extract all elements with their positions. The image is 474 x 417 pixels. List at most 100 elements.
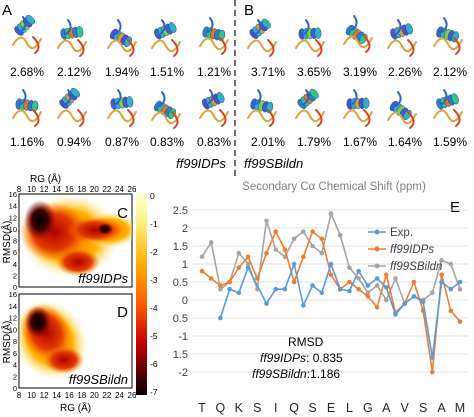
coil-segment [151, 39, 181, 53]
coil-segment [433, 109, 463, 123]
structure-1-9 [387, 19, 417, 57]
rmsd-tick: 12 [9, 314, 17, 323]
x-tick-label: A [437, 401, 446, 415]
helix-segment [436, 93, 459, 110]
structure-2-3 [107, 89, 137, 127]
helix-segment [298, 27, 322, 40]
data-point [365, 294, 371, 299]
structure-1-8 [343, 15, 373, 53]
panel-letter-a: A [2, 2, 13, 19]
data-point [319, 236, 325, 242]
structure-2-6 [247, 89, 277, 127]
data-point [273, 286, 279, 292]
structure-1-7 [295, 19, 325, 57]
colorbar-tick: -5 [150, 331, 158, 341]
percent-row2-2: 0.94% [56, 135, 92, 149]
data-point [393, 312, 398, 317]
rg-tick-top: 22 [102, 185, 111, 194]
chart-series [199, 211, 463, 375]
y-tick-label: 1 [182, 259, 188, 271]
structure-2-4 [151, 91, 181, 129]
structure-1-6 [247, 18, 277, 57]
coil-segment [267, 109, 275, 127]
data-point [383, 285, 389, 290]
rmsd-tick: 8 [13, 237, 17, 246]
panel-letter-d: D [117, 304, 128, 321]
coil-segment [407, 39, 415, 57]
rmsd-tick: 12 [9, 213, 17, 222]
data-point [393, 276, 398, 281]
structure-1-3 [107, 19, 137, 57]
chart-title: Secondary Cα Chemical Shift (ppm) [242, 181, 426, 193]
coil-segment [20, 89, 27, 105]
y-tick-label: 1.5 [173, 241, 188, 253]
data-point [383, 297, 389, 303]
data-point [273, 229, 279, 234]
legend-marker [374, 246, 380, 252]
data-point [319, 290, 325, 296]
coil-segment [171, 111, 179, 129]
coil-segment [207, 17, 214, 33]
coil-segment [303, 19, 310, 35]
legend-item-1: Exp. [368, 227, 413, 239]
coil-segment [395, 91, 402, 107]
label-ff99sbildn: ff99SBildn [244, 156, 304, 171]
data-point [374, 304, 380, 310]
data-point [291, 279, 297, 285]
data-point [448, 308, 454, 314]
x-tick-label: V [401, 401, 410, 415]
data-point [411, 294, 417, 299]
data-point [291, 236, 297, 242]
structure-2-7 [295, 88, 325, 127]
rmsd-annotation-line1: ff99IDPs: 0.835 [260, 351, 343, 365]
data-point [301, 254, 306, 260]
coil-segment [351, 89, 358, 105]
data-point [301, 229, 306, 234]
rg-axis-title-bottom: RG (Å) [60, 401, 91, 414]
coil-segment [255, 19, 262, 35]
coil-segment [12, 36, 42, 50]
data-point [356, 268, 361, 274]
helix-segment [109, 28, 133, 48]
rg-tick-top: 8 [17, 185, 22, 194]
data-point [430, 369, 435, 375]
data-point [199, 268, 205, 274]
rmsd-line1-value: : 0.835 [306, 351, 343, 365]
coil-segment [363, 35, 371, 53]
rg-tick-bottom: 8 [17, 391, 22, 400]
data-point [264, 250, 269, 256]
coil-segment [107, 39, 137, 53]
coil-segment [295, 39, 325, 53]
data-point [448, 286, 454, 292]
coil-segment [441, 89, 448, 105]
data-point [374, 276, 380, 281]
coil-segment [115, 19, 122, 35]
rmsd-line2-label: ff99SBildn [252, 367, 307, 381]
map-c-label: ff99IDPs [78, 271, 128, 286]
x-tick-label: Q [289, 401, 299, 415]
panel-letter-e: E [450, 199, 460, 216]
helix-segment [436, 26, 459, 43]
coil-segment [199, 37, 229, 51]
rmsd-tick: 6 [13, 349, 17, 358]
rg-tick-top: 10 [27, 185, 36, 194]
map-d-heat [19, 299, 88, 381]
colorbar-tick: 0 [150, 191, 155, 201]
legend-label: ff99IDPs [390, 244, 434, 256]
rg-ticks-bottom: 8 10 12 14 16 18 20 22 24 26 [17, 391, 137, 400]
rmsd-ticks-c: 0 2 4 6 8 10 12 14 16 [9, 190, 17, 292]
rmsd-annotation-line2: ff99SBildn:1.186 [252, 367, 340, 381]
data-point [457, 286, 463, 292]
coil-segment [387, 111, 417, 125]
helix-segment [60, 26, 84, 40]
colorbar-tick: -3 [150, 275, 158, 285]
data-point [227, 286, 232, 292]
data-point [310, 229, 315, 234]
rmsd-tick: 16 [9, 290, 17, 299]
helix-segment [15, 98, 39, 112]
coil-segment [171, 39, 179, 57]
map-d-label: ff99SBildn [69, 372, 128, 387]
percent-row2-10: 1.59% [432, 135, 468, 149]
percent-row2-9: 1.64% [387, 135, 423, 149]
y-tick-label: 0.5 [173, 277, 188, 289]
